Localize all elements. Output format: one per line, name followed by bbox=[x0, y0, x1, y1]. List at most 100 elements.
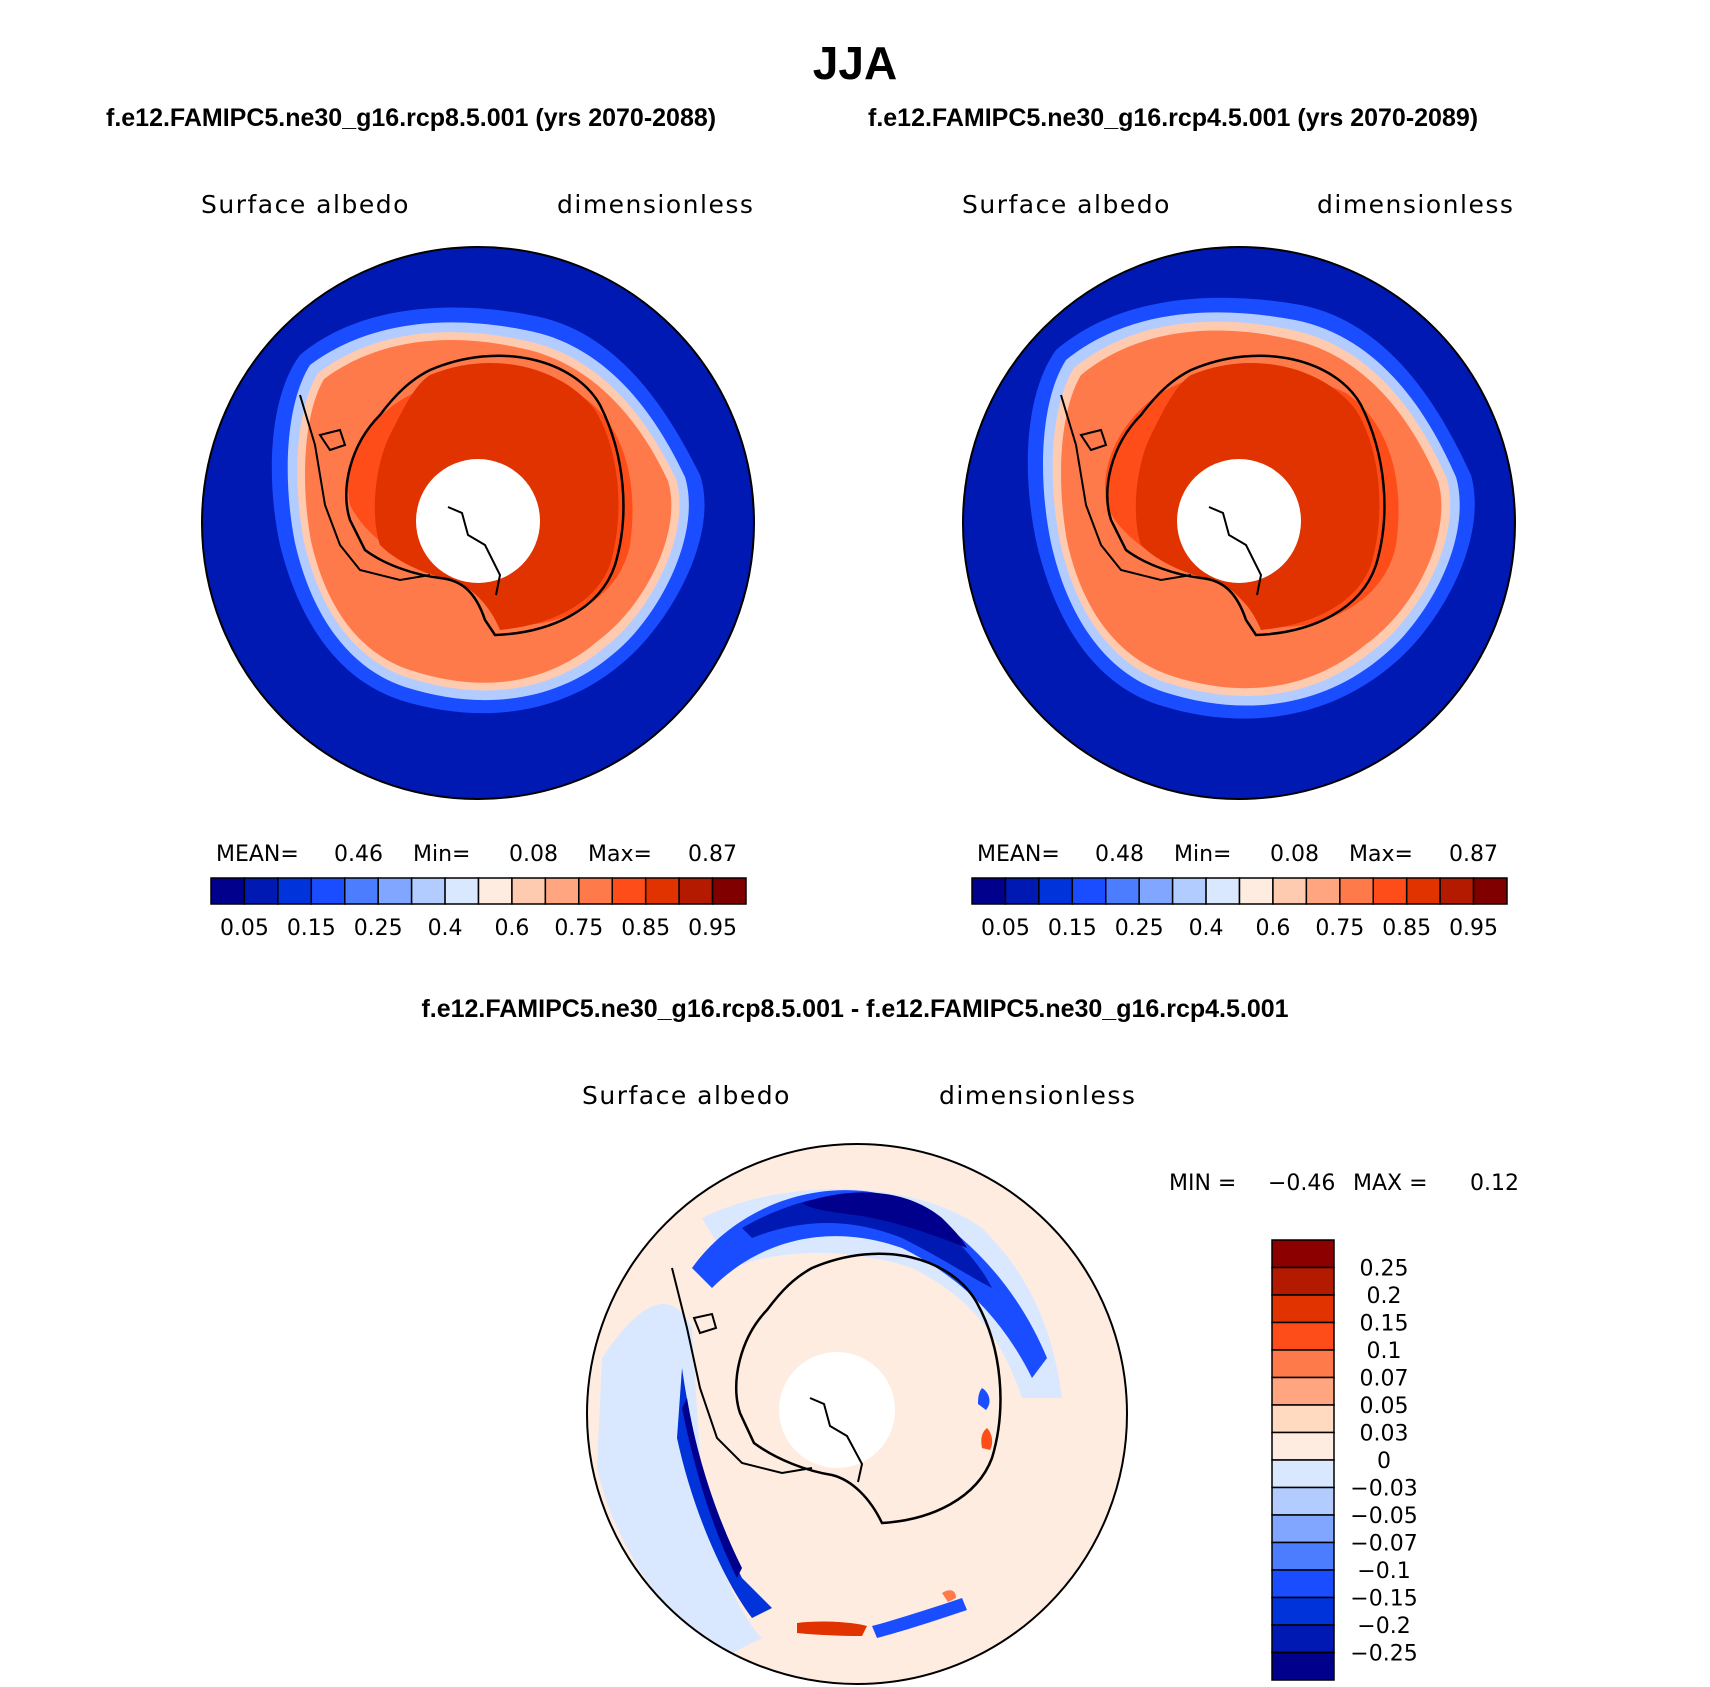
panel-1-polar-map bbox=[201, 246, 755, 800]
diff-colorbar-tick-label: 0.1 bbox=[1367, 1339, 1402, 1364]
panel-2-colorbar-tick-label: 0.4 bbox=[1189, 916, 1224, 941]
diff-colorbar-swatch bbox=[1271, 1569, 1335, 1599]
panel-2-min-value: 0.08 bbox=[1270, 842, 1319, 867]
panel-1-max-value: 0.87 bbox=[688, 842, 737, 867]
panel-1-colorbar-swatch bbox=[544, 877, 580, 905]
panel-2-colorbar-swatch bbox=[1439, 877, 1475, 905]
panel-2-colorbar-swatch bbox=[1272, 877, 1308, 905]
panel-1-colorbar-tick-label: 0.85 bbox=[621, 916, 670, 941]
panel-2-min-label: Min= bbox=[1174, 842, 1232, 867]
diff-colorbar-swatch bbox=[1271, 1541, 1335, 1571]
panel-2-colorbar-swatch bbox=[1472, 877, 1508, 905]
panel-1-colorbar-tick-label: 0.75 bbox=[554, 916, 603, 941]
panel-1-min-label: Min= bbox=[413, 842, 471, 867]
panel-2-colorbar-swatch bbox=[1171, 877, 1207, 905]
diff-colorbar-swatch bbox=[1271, 1514, 1335, 1544]
panel-2-colorbar-tick-label: 0.6 bbox=[1255, 916, 1290, 941]
diff-colorbar-tick-label: 0 bbox=[1377, 1449, 1391, 1474]
panel-2-colorbar-tick-label: 0.15 bbox=[1048, 916, 1097, 941]
panel-2-colorbar-tick-label: 0.75 bbox=[1315, 916, 1364, 941]
panel-1-colorbar-tick-label: 0.95 bbox=[688, 916, 737, 941]
panel-1-colorbar-swatch bbox=[210, 877, 246, 905]
diff-colorbar-swatch bbox=[1271, 1321, 1335, 1351]
panel-1-mean-label: MEAN= bbox=[216, 842, 299, 867]
diff-colorbar-swatch bbox=[1271, 1596, 1335, 1626]
diff-colorbar-swatch bbox=[1271, 1294, 1335, 1324]
panel-2-polar-map bbox=[962, 246, 1516, 800]
panel-2-variable-label: Surface albedo bbox=[962, 190, 1171, 219]
panel-2-colorbar-tick-label: 0.85 bbox=[1382, 916, 1431, 941]
diff-colorbar-tick-label: −0.07 bbox=[1350, 1532, 1417, 1557]
diff-max-label: MAX = bbox=[1353, 1171, 1428, 1196]
diff-colorbar-swatch bbox=[1271, 1624, 1335, 1654]
panel-1-colorbar-tick-label: 0.6 bbox=[494, 916, 529, 941]
panel-2-colorbar-swatch bbox=[1105, 877, 1140, 905]
diff-colorbar-tick-label: −0.2 bbox=[1357, 1614, 1410, 1639]
panel-1-colorbar-swatch bbox=[344, 877, 379, 905]
panel-1-max-label: Max= bbox=[588, 842, 652, 867]
panel-1-colorbar-swatch bbox=[711, 877, 747, 905]
panel-2-colorbar-swatch bbox=[1238, 877, 1274, 905]
panel-1-colorbar-swatch bbox=[578, 877, 613, 905]
diff-colorbar-tick-label: 0.15 bbox=[1360, 1312, 1409, 1337]
panel-2-colorbar-swatch bbox=[1305, 877, 1341, 905]
panel-1-colorbar-swatch bbox=[310, 877, 346, 905]
panel-1-colorbar-swatch bbox=[511, 877, 547, 905]
panel-2-colorbar-tick-label: 0.25 bbox=[1115, 916, 1164, 941]
panel-1-colorbar-swatch bbox=[377, 877, 413, 905]
panel-2-colorbar-swatch bbox=[1071, 877, 1107, 905]
panel-1-mean-value: 0.46 bbox=[334, 842, 383, 867]
diff-min-value: −0.46 bbox=[1268, 1171, 1336, 1196]
panel-2-colorbar-swatch bbox=[1004, 877, 1040, 905]
panel-1-colorbar-swatch bbox=[678, 877, 714, 905]
diff-max-value: 0.12 bbox=[1470, 1171, 1519, 1196]
diff-colorbar-tick-label: −0.05 bbox=[1350, 1504, 1417, 1529]
diff-colorbar-swatch bbox=[1271, 1376, 1335, 1406]
diff-colorbar-swatch bbox=[1271, 1239, 1335, 1269]
panel-2-units-label: dimensionless bbox=[1317, 190, 1515, 219]
diff-colorbar-tick-label: −0.15 bbox=[1350, 1587, 1417, 1612]
panel-2-case-title: f.e12.FAMIPC5.ne30_g16.rcp4.5.001 (yrs 2… bbox=[868, 104, 1479, 132]
panel-1-colorbar-tick-label: 0.25 bbox=[354, 916, 403, 941]
difference-polar-map bbox=[586, 1143, 1128, 1685]
diff-colorbar-tick-label: −0.03 bbox=[1350, 1477, 1417, 1502]
panel-1-min-value: 0.08 bbox=[509, 842, 558, 867]
diff-colorbar-tick-label: 0.05 bbox=[1360, 1394, 1409, 1419]
panel-2-colorbar-swatch bbox=[1138, 877, 1174, 905]
panel-1-colorbar-tick-label: 0.05 bbox=[220, 916, 269, 941]
panel-2-max-label: Max= bbox=[1349, 842, 1413, 867]
panel-1-colorbar-swatch bbox=[277, 877, 313, 905]
panel-1-colorbar-swatch bbox=[611, 877, 647, 905]
diff-colorbar-tick-label: 0.2 bbox=[1367, 1284, 1402, 1309]
panel-1-colorbar-swatch bbox=[410, 877, 446, 905]
difference-title: f.e12.FAMIPC5.ne30_g16.rcp8.5.001 - f.e1… bbox=[421, 995, 1289, 1023]
diff-colorbar-swatch bbox=[1271, 1486, 1335, 1516]
diff-min-label: MIN = bbox=[1169, 1171, 1237, 1196]
panel-2-colorbar-swatch bbox=[1339, 877, 1374, 905]
panel-1-colorbar-tick-label: 0.15 bbox=[287, 916, 336, 941]
panel-2-mean-label: MEAN= bbox=[977, 842, 1060, 867]
diff-colorbar-tick-label: −0.25 bbox=[1350, 1642, 1417, 1667]
main-title: JJA bbox=[812, 37, 898, 89]
panel-2-colorbar-swatch bbox=[971, 877, 1007, 905]
panel-2-colorbar: 0.05 0.15 0.25 0.4 0.6 0.75 0.85 0.95 bbox=[971, 877, 1508, 941]
panel-2-colorbar-swatch bbox=[1205, 877, 1241, 905]
panel-1-units-label: dimensionless bbox=[557, 190, 755, 219]
panel-1-colorbar-swatch bbox=[243, 877, 279, 905]
panel-2-colorbar-tick-label: 0.05 bbox=[981, 916, 1030, 941]
panel-2-colorbar-swatch bbox=[1038, 877, 1074, 905]
diff-colorbar-swatch bbox=[1271, 1431, 1335, 1461]
diff-variable-label: Surface albedo bbox=[582, 1081, 791, 1110]
panel-2-colorbar-tick-label: 0.95 bbox=[1449, 916, 1498, 941]
diff-colorbar-swatch bbox=[1271, 1404, 1335, 1434]
panel-2-max-value: 0.87 bbox=[1449, 842, 1498, 867]
panel-1-colorbar: 0.05 0.15 0.25 0.4 0.6 0.75 0.85 0.95 bbox=[210, 877, 747, 941]
panel-2-colorbar-swatch bbox=[1405, 877, 1441, 905]
panel-1-colorbar-swatch bbox=[477, 877, 513, 905]
diff-units-label: dimensionless bbox=[939, 1081, 1137, 1110]
diff-colorbar-swatch bbox=[1271, 1459, 1335, 1489]
diff-colorbar-tick-label: −0.1 bbox=[1357, 1559, 1410, 1584]
panel-1-colorbar-swatch bbox=[444, 877, 480, 905]
panel-1-colorbar-swatch bbox=[644, 877, 680, 905]
difference-colorbar: 0.250.2 0.150.1 0.070.05 0.030 −0.03−0.05 −0.… bbox=[1271, 1239, 1418, 1681]
